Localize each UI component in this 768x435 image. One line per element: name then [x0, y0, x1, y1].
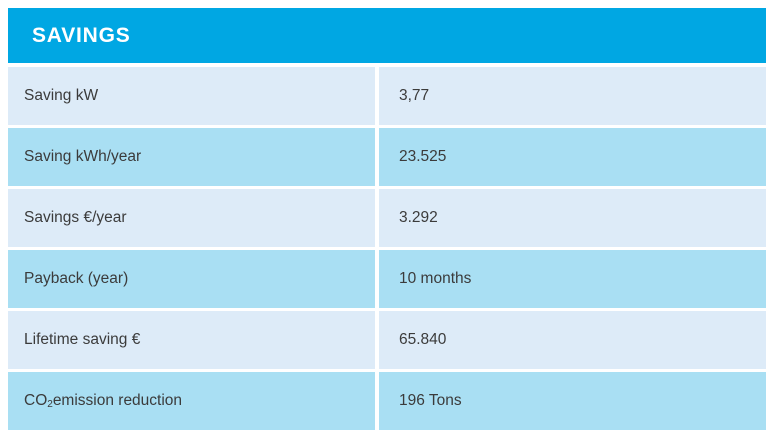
row-value-co2-reduction: 196 Tons — [379, 372, 766, 430]
savings-table: SAVINGS Saving kW 3,77 Saving kWh/year 2… — [8, 8, 766, 430]
table-row: Lifetime saving € 65.840 — [8, 311, 766, 369]
table-header: SAVINGS — [8, 8, 766, 63]
row-label-savings-eur-year: Savings €/year — [8, 189, 375, 247]
row-value-payback: 10 months — [379, 250, 766, 308]
row-value-lifetime-saving: 65.840 — [379, 311, 766, 369]
row-value-savings-eur-year: 3.292 — [379, 189, 766, 247]
table-row: Saving kWh/year 23.525 — [8, 128, 766, 186]
table-row: Payback (year) 10 months — [8, 250, 766, 308]
row-value-saving-kwh-year: 23.525 — [379, 128, 766, 186]
row-label-saving-kw: Saving kW — [8, 67, 375, 125]
row-label-co2-reduction: CO 2 emission reduction — [8, 372, 375, 430]
co2-label-suffix: emission reduction — [52, 392, 183, 409]
row-label-payback: Payback (year) — [8, 250, 375, 308]
row-value-saving-kw: 3,77 — [379, 67, 766, 125]
table-row: Savings €/year 3.292 — [8, 189, 766, 247]
table-row: Saving kW 3,77 — [8, 67, 766, 125]
table-title: SAVINGS — [32, 23, 131, 47]
row-label-saving-kwh-year: Saving kWh/year — [8, 128, 375, 186]
table-row: CO 2 emission reduction 196 Tons — [8, 372, 766, 430]
co2-label-prefix: CO — [24, 392, 48, 409]
row-label-lifetime-saving: Lifetime saving € — [8, 311, 375, 369]
